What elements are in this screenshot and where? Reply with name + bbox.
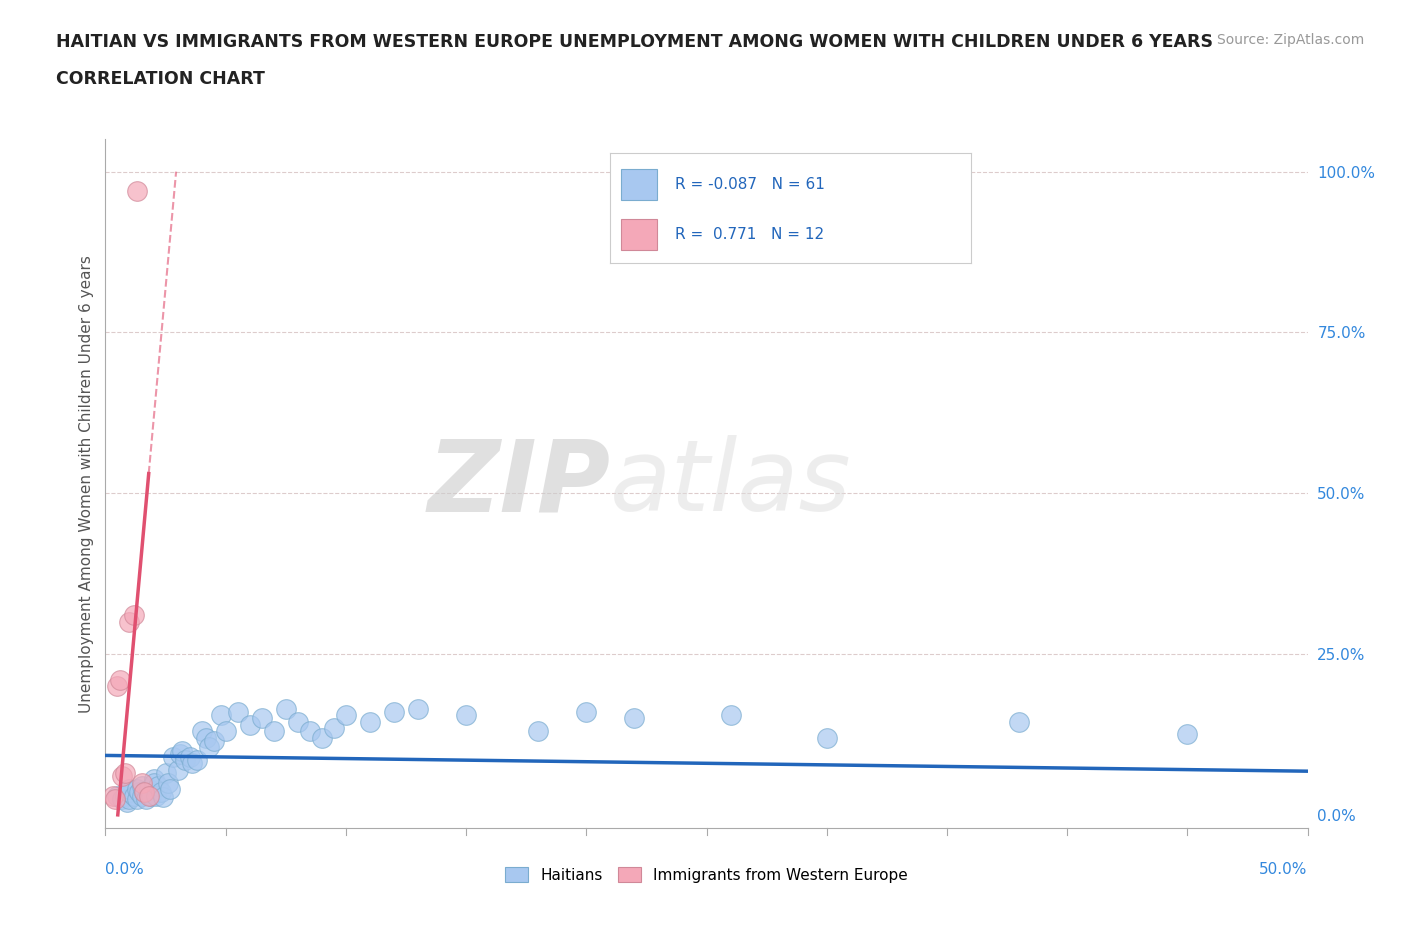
Point <box>162 750 184 764</box>
Text: atlas: atlas <box>610 435 852 532</box>
Point <box>139 788 162 803</box>
Point <box>115 794 138 809</box>
Point <box>135 791 157 806</box>
Point <box>125 782 148 797</box>
Point <box>527 724 550 738</box>
Text: 0.0%: 0.0% <box>105 862 145 877</box>
Point <box>250 711 273 725</box>
Point <box>575 705 598 720</box>
Point <box>1008 714 1031 729</box>
Point <box>1175 727 1198 742</box>
Text: 50.0%: 50.0% <box>1260 862 1308 877</box>
Point <box>125 183 148 198</box>
Point <box>131 788 153 803</box>
Point <box>114 788 136 803</box>
Point <box>148 778 170 793</box>
Point <box>298 724 321 738</box>
Point <box>311 730 333 745</box>
Point <box>198 740 221 755</box>
Point <box>101 788 124 803</box>
Point <box>173 752 195 767</box>
Point <box>335 708 357 723</box>
Point <box>454 708 477 723</box>
Point <box>169 746 191 761</box>
Point <box>623 711 645 725</box>
Point <box>118 615 141 630</box>
Point <box>382 705 405 720</box>
Point <box>186 752 208 767</box>
Point <box>142 776 165 790</box>
Point <box>190 724 212 738</box>
Point <box>214 724 236 738</box>
Text: CORRELATION CHART: CORRELATION CHART <box>56 70 266 87</box>
Point <box>131 776 153 790</box>
Point <box>152 790 174 804</box>
Point <box>114 765 136 780</box>
Point <box>155 765 177 780</box>
Point <box>138 788 160 803</box>
Point <box>132 785 155 800</box>
Text: HAITIAN VS IMMIGRANTS FROM WESTERN EUROPE UNEMPLOYMENT AMONG WOMEN WITH CHILDREN: HAITIAN VS IMMIGRANTS FROM WESTERN EUROP… <box>56 33 1213 50</box>
Point <box>179 750 201 764</box>
Point <box>226 705 249 720</box>
Point <box>815 730 838 745</box>
Point <box>128 785 150 800</box>
Point <box>263 724 285 738</box>
Point <box>111 769 134 784</box>
Point <box>202 734 225 749</box>
Point <box>195 730 218 745</box>
Point <box>124 608 146 623</box>
Point <box>720 708 742 723</box>
Point <box>156 776 179 790</box>
Point <box>124 788 146 803</box>
Point <box>406 701 429 716</box>
Point <box>108 672 131 687</box>
Point <box>142 772 165 787</box>
Point <box>118 791 141 806</box>
Point <box>145 788 167 803</box>
Point <box>166 763 188 777</box>
Text: Source: ZipAtlas.com: Source: ZipAtlas.com <box>1216 33 1364 46</box>
Point <box>287 714 309 729</box>
Point <box>209 708 232 723</box>
Point <box>132 785 155 800</box>
Point <box>111 791 134 806</box>
Legend: Haitians, Immigrants from Western Europe: Haitians, Immigrants from Western Europe <box>499 860 914 889</box>
Text: ZIP: ZIP <box>427 435 610 532</box>
Point <box>149 785 172 800</box>
Point <box>118 785 141 800</box>
Point <box>172 743 194 758</box>
Point <box>104 791 127 806</box>
Point <box>107 679 129 694</box>
Point <box>159 782 181 797</box>
Y-axis label: Unemployment Among Women with Children Under 6 years: Unemployment Among Women with Children U… <box>79 255 94 712</box>
Point <box>274 701 297 716</box>
Point <box>131 778 153 793</box>
Point <box>322 721 344 736</box>
Point <box>125 791 148 806</box>
Point <box>107 788 129 803</box>
Point <box>181 756 204 771</box>
Point <box>239 717 262 732</box>
Point <box>359 714 381 729</box>
Point <box>138 782 160 797</box>
Point <box>118 782 141 797</box>
